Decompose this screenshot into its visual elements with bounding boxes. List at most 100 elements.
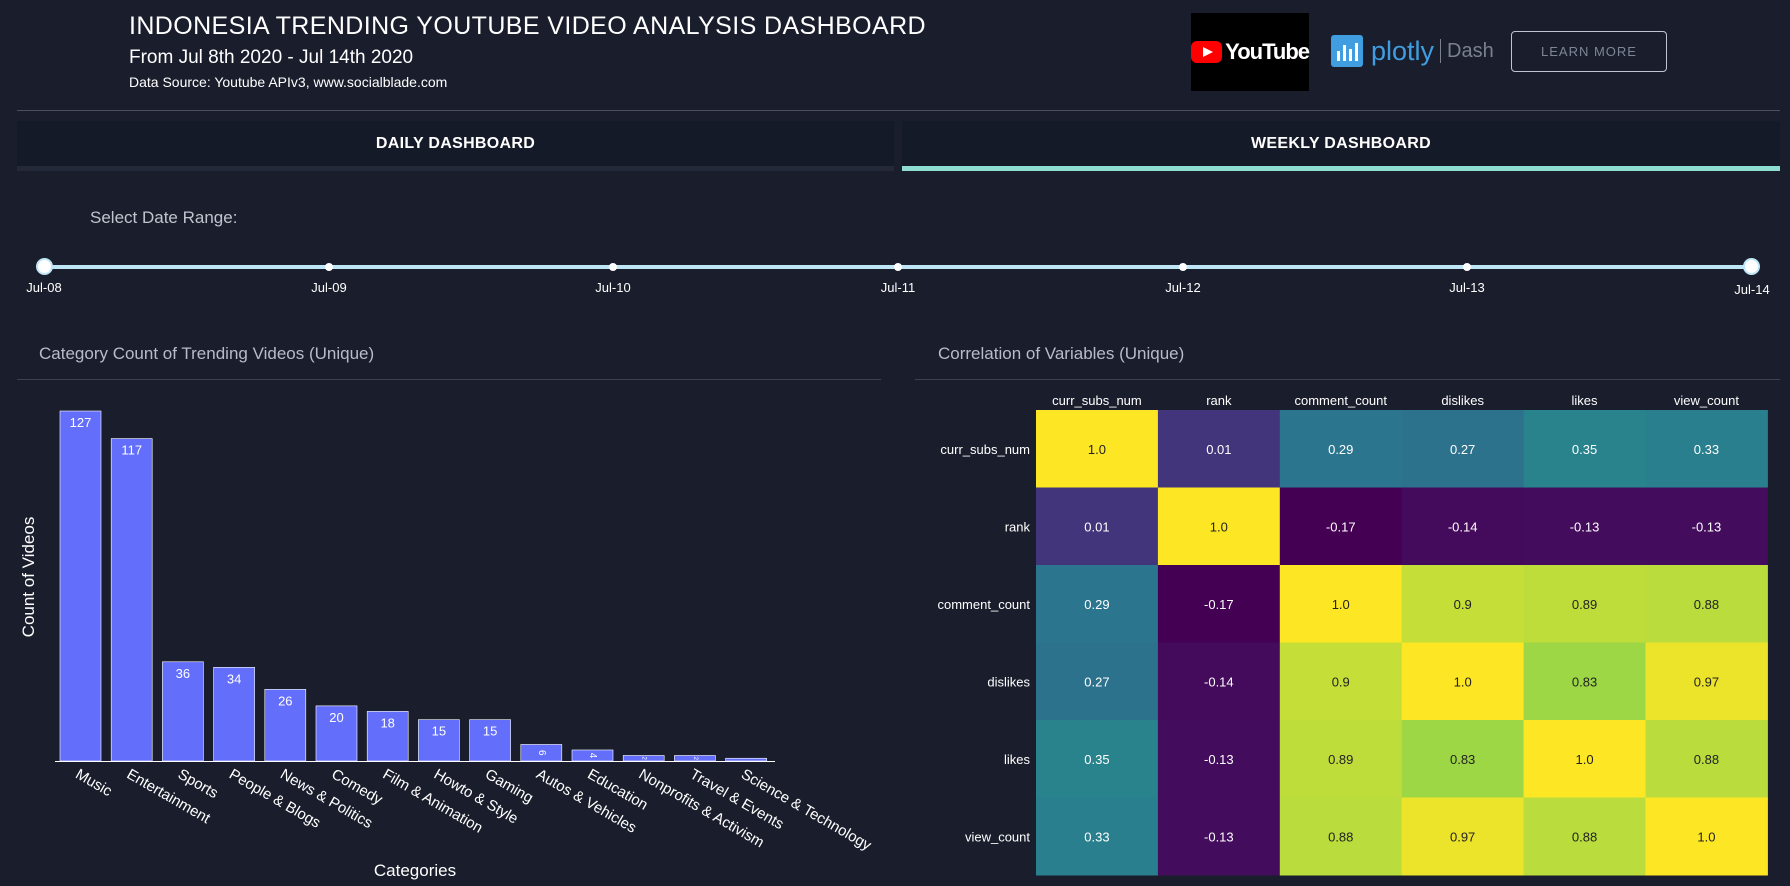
y-axis-title: Count of Videos — [19, 517, 38, 638]
heatmap-y-label: curr_subs_num — [940, 442, 1030, 457]
category-bar-chart: 127Music117Entertainment36Sports34People… — [19, 410, 875, 880]
heatmap-cell[interactable] — [1523, 797, 1646, 876]
logo-divider — [1440, 39, 1442, 63]
heatmap-cell[interactable] — [1401, 797, 1525, 876]
heatmap-cell[interactable] — [1645, 720, 1768, 798]
heatmap-cell-label: 0.89 — [1328, 752, 1353, 767]
heatmap-cell-label: -0.13 — [1570, 519, 1600, 534]
heatmap-cell-label: 1.0 — [1697, 829, 1715, 844]
bar-data-label: 18 — [380, 715, 394, 730]
plotly-logo-text: plotly — [1371, 35, 1435, 66]
bar[interactable] — [264, 689, 307, 762]
heatmap-cell-label: 0.27 — [1084, 674, 1109, 689]
heatmap-cell[interactable] — [1036, 487, 1159, 566]
heatmap-cell[interactable] — [1036, 565, 1159, 643]
bar[interactable] — [571, 749, 614, 762]
bar[interactable] — [418, 719, 460, 762]
heatmap-cell[interactable] — [1157, 642, 1281, 721]
date-subtitle: From Jul 8th 2020 - Jul 14th 2020 — [129, 47, 414, 68]
heatmap-cell[interactable] — [1036, 410, 1159, 488]
bar-data-label: 15 — [432, 724, 446, 739]
heatmap-cell-label: -0.17 — [1204, 597, 1234, 612]
bar-data-label: 2 — [641, 757, 647, 761]
heatmap-cell-label: -0.13 — [1204, 829, 1234, 844]
bar[interactable] — [469, 719, 511, 762]
heatmap-cell-label: 0.88 — [1694, 597, 1719, 612]
heatmap-cell-label: 0.33 — [1084, 829, 1109, 844]
heatmap-cell[interactable] — [1401, 487, 1525, 566]
bar[interactable] — [674, 755, 716, 762]
heatmap-cell-label: 0.33 — [1694, 442, 1719, 457]
bar-data-label: 2 — [692, 757, 698, 761]
heatmap-cell[interactable] — [1036, 720, 1159, 798]
x-tick-label: Music — [73, 766, 116, 801]
bar[interactable] — [366, 711, 409, 762]
heatmap-cell[interactable] — [1279, 410, 1403, 488]
bar[interactable] — [622, 755, 665, 762]
heatmap-cell[interactable] — [1157, 797, 1281, 876]
heatmap-cell[interactable] — [1645, 565, 1768, 643]
x-tick-label: People & Blogs — [226, 766, 323, 832]
heatmap-cell-label: 1.0 — [1454, 674, 1472, 689]
heatmap-cell[interactable] — [1645, 487, 1768, 566]
heatmap-cell-label: 0.97 — [1450, 829, 1475, 844]
tab-daily-dashboard[interactable]: DAILY DASHBOARD — [17, 121, 894, 171]
heatmap-cell[interactable] — [1523, 720, 1646, 798]
bar-data-label: 20 — [329, 710, 343, 725]
header-divider — [17, 110, 1780, 111]
heatmap-cell[interactable] — [1523, 410, 1646, 488]
heatmap-cell-label: 1.0 — [1210, 519, 1228, 534]
plotly-bars-icon — [1331, 35, 1363, 67]
heatmap-x-label: comment_count — [1295, 393, 1388, 408]
heatmap-cell-label: 0.9 — [1454, 597, 1472, 612]
data-source-text: Data Source: Youtube APIv3, www.socialbl… — [129, 74, 448, 90]
slider-tick-label: Jul-11 — [880, 280, 916, 295]
heatmap-cell[interactable] — [1036, 797, 1159, 876]
learn-more-button[interactable]: LEARN MORE — [1511, 31, 1667, 72]
youtube-logo: YouTube — [1191, 13, 1310, 91]
date-range-label: Select Date Range: — [90, 208, 238, 227]
heatmap-cell[interactable] — [1157, 410, 1281, 488]
heatmap-cell[interactable] — [1401, 642, 1525, 721]
heatmap-cell-label: -0.17 — [1326, 519, 1356, 534]
heatmap-cell[interactable] — [1036, 642, 1159, 721]
heatmap-cell[interactable] — [1279, 565, 1403, 643]
heatmap-cell[interactable] — [1523, 565, 1646, 643]
heatmap-cell[interactable] — [1523, 642, 1646, 721]
heatmap-cell[interactable] — [1401, 410, 1525, 488]
heatmap-y-label: dislikes — [987, 674, 1030, 689]
bar[interactable] — [315, 705, 358, 762]
heatmap-cell[interactable] — [1157, 487, 1281, 566]
bar[interactable] — [59, 410, 102, 762]
heatmap-cell[interactable] — [1279, 487, 1403, 566]
bar[interactable] — [162, 661, 204, 762]
heatmap-cell[interactable] — [1401, 720, 1525, 798]
tab-weekly-dashboard[interactable]: WEEKLY DASHBOARD — [902, 121, 1780, 171]
heatmap-cell[interactable] — [1157, 720, 1281, 798]
heatmap-cell[interactable] — [1279, 797, 1403, 876]
bar[interactable] — [110, 438, 153, 762]
heatmap-cell[interactable] — [1157, 565, 1281, 643]
slider-tick-dot — [894, 263, 902, 271]
heatmap-cell-label: 0.27 — [1450, 442, 1475, 457]
heatmap-cell-label: 0.97 — [1694, 674, 1719, 689]
heatmap-cell-label: 0.01 — [1084, 519, 1109, 534]
heatmap-cell[interactable] — [1523, 487, 1646, 566]
heatmap-cell[interactable] — [1279, 642, 1403, 721]
heatmap-cell-label: 0.88 — [1328, 829, 1353, 844]
bar-data-label: 4 — [587, 753, 598, 759]
heatmap-cell[interactable] — [1645, 642, 1768, 721]
heatmap-cell[interactable] — [1401, 565, 1525, 643]
bar-data-label: 26 — [278, 693, 292, 708]
slider-end-handle[interactable] — [1743, 258, 1760, 275]
bar[interactable] — [725, 757, 767, 762]
slider-start-handle[interactable] — [36, 258, 53, 275]
bar[interactable] — [213, 666, 255, 762]
slider-tick-label: Jul-12 — [1165, 280, 1201, 295]
bar[interactable] — [520, 744, 563, 762]
heatmap-cell-label: 0.83 — [1572, 674, 1597, 689]
x-axis-title: Categories — [374, 861, 456, 880]
heatmap-cell[interactable] — [1645, 410, 1768, 488]
heatmap-cell[interactable] — [1645, 797, 1768, 876]
heatmap-cell[interactable] — [1279, 720, 1403, 798]
